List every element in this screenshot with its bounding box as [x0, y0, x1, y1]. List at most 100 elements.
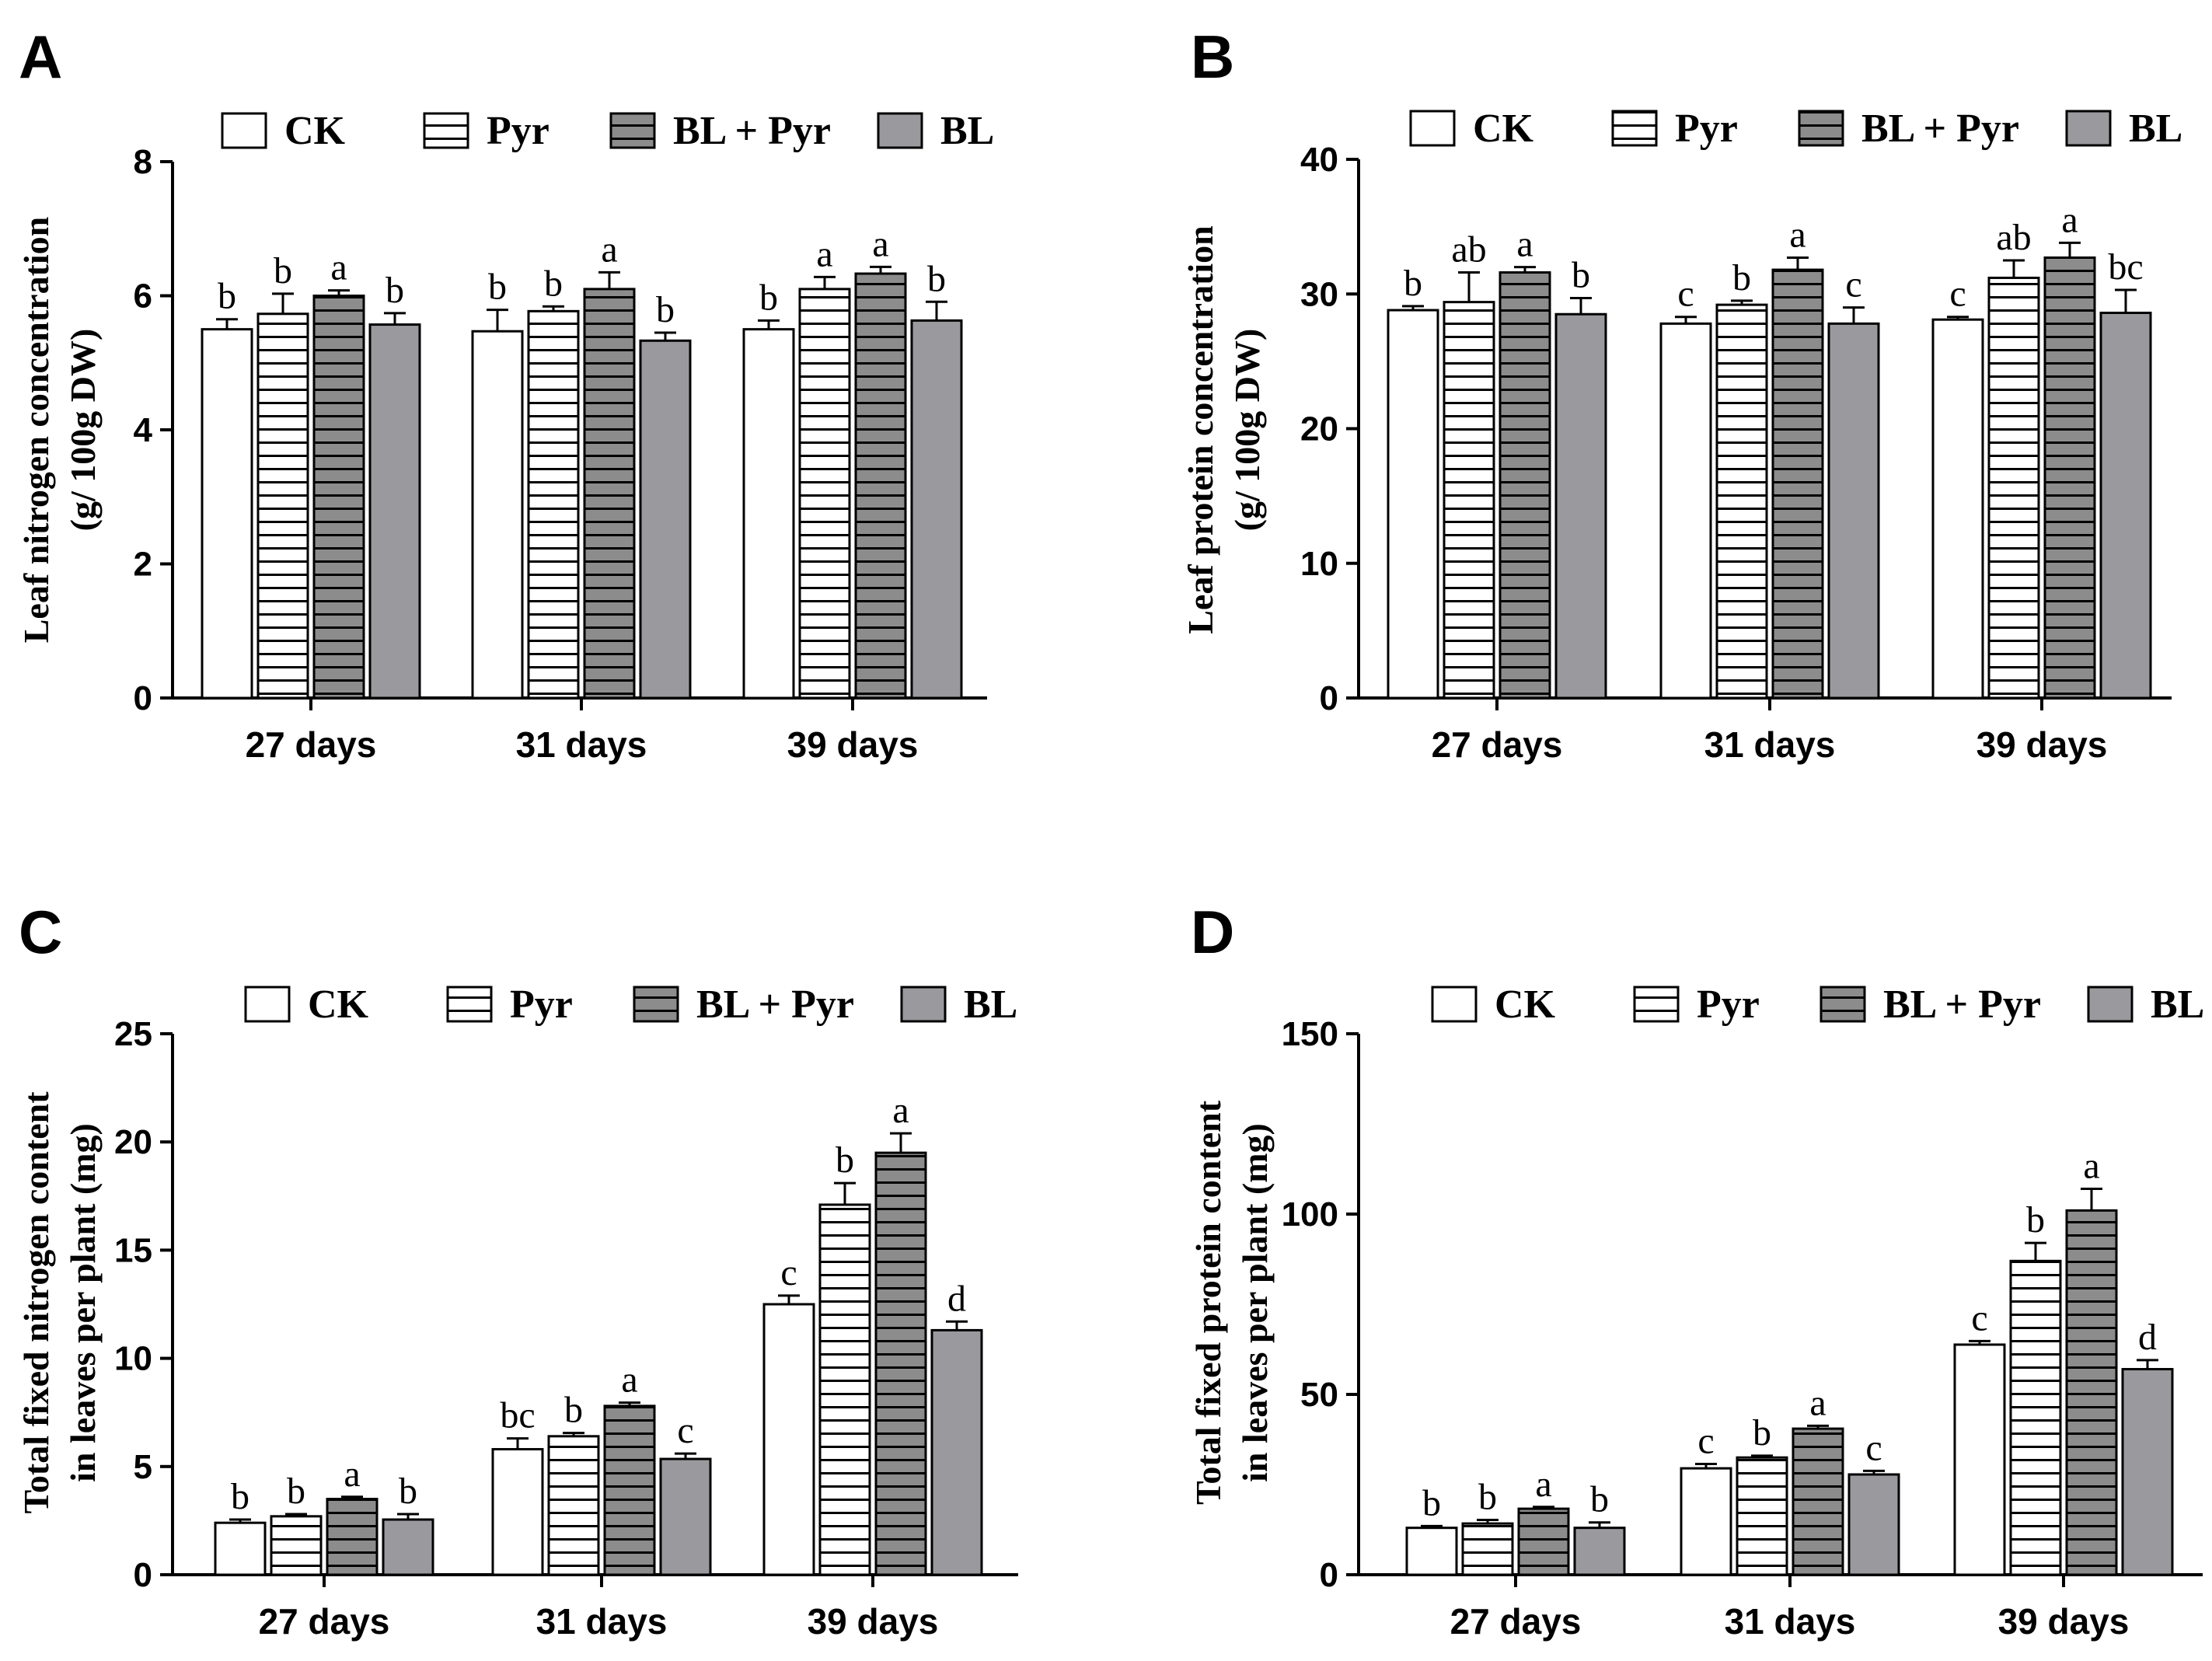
bar-ck [762, 1303, 815, 1576]
y-tick-label: 0 [134, 1556, 152, 1594]
legend-swatch-bl-pyr [1798, 110, 1844, 147]
bar-pyr [547, 1435, 600, 1576]
bar-pyr [818, 1203, 871, 1576]
x-tick-label: 31 days [516, 724, 647, 765]
y-tick-label: 10 [114, 1340, 152, 1378]
y-axis-label-line-1: Total fixed nitrogen content [16, 1091, 56, 1514]
legend-swatch-pyr [446, 986, 493, 1023]
bar-bl [2121, 1368, 2174, 1576]
bar-bl [1827, 322, 1880, 700]
y-tick-label: 20 [114, 1123, 152, 1161]
legend-label-pyr: Pyr [1675, 106, 1738, 151]
bar-bl-pyr [1517, 1507, 1570, 1576]
y-tick-label: 5 [134, 1448, 152, 1486]
bar-ck [491, 1448, 544, 1576]
significance-letter: b [231, 1476, 249, 1517]
bar-bl [368, 323, 421, 700]
significance-letter: a [621, 1359, 637, 1401]
significance-letter: a [601, 229, 617, 270]
significance-letter: b [927, 258, 946, 299]
x-tick-label: 39 days [1998, 1601, 2130, 1642]
bar-bl [1847, 1473, 1900, 1576]
bar-pyr [1715, 303, 1768, 700]
legend-swatch-bl-pyr [609, 112, 656, 149]
y-tick-label: 10 [1300, 545, 1338, 583]
bar-bl-pyr [583, 288, 636, 700]
bar-bl-pyr [874, 1151, 927, 1576]
y-axis-label-line-2: in leaves per plant (mg) [63, 1123, 103, 1482]
significance-letter: c [1677, 274, 1694, 315]
panel-c: C CK Pyr BL + Pyr BL Total fixed nitrogen con… [16, 898, 1018, 1642]
significance-letter: b [274, 250, 292, 291]
y-axis-label-line-2: (g/ 100g DW) [63, 329, 103, 532]
significance-letter: b [1422, 1482, 1441, 1523]
x-tick-label: 31 days [1725, 1601, 1856, 1642]
legend-label-bl: BL [964, 982, 1017, 1027]
significance-letter: bc [2108, 246, 2143, 288]
significance-letter: b [759, 277, 778, 318]
significance-letter: c [1845, 264, 1861, 305]
significance-letter: b [544, 263, 563, 304]
significance-letter: b [1478, 1476, 1497, 1517]
significance-letter: ab [1451, 229, 1486, 270]
significance-letter: d [2138, 1317, 2157, 1358]
significance-letter: c [780, 1252, 797, 1293]
legend-label-bl: BL [2129, 106, 2182, 151]
bar-bl-pyr [2043, 256, 2096, 700]
bar-ck [1953, 1343, 2006, 1576]
bar-ck [201, 328, 253, 700]
x-tick-label: 27 days [1450, 1601, 1582, 1642]
y-tick-label: 100 [1282, 1195, 1338, 1234]
bar-pyr [270, 1515, 323, 1576]
x-tick-label: 27 days [1432, 724, 1563, 765]
bar-pyr [1461, 1522, 1514, 1576]
legend-swatch-pyr [1633, 986, 1680, 1023]
x-tick-label: 39 days [808, 1601, 939, 1642]
bar-bl [930, 1328, 983, 1576]
significance-letter: b [287, 1471, 305, 1512]
significance-letter: b [2026, 1199, 2045, 1241]
significance-letter: b [218, 276, 236, 317]
panel-d: D CK Pyr BL + Pyr BL Total fixed protein cont… [1188, 898, 2204, 1642]
significance-letter: b [1572, 254, 1590, 295]
y-tick-label: 15 [114, 1231, 152, 1269]
legend-swatch-bl-pyr [1819, 986, 1866, 1023]
bar-pyr [2009, 1259, 2062, 1576]
legend-swatch-pyr [1611, 110, 1658, 147]
bar-bl-pyr [2065, 1209, 2118, 1576]
legend-swatch-bl [2087, 986, 2133, 1023]
bar-bl [1573, 1527, 1626, 1576]
significance-letter: c [1697, 1421, 1714, 1462]
y-tick-label: 8 [134, 143, 152, 181]
bar-bl [2099, 312, 2152, 700]
legend-swatch-ck [1409, 110, 1456, 147]
legend-swatch-ck [244, 986, 291, 1023]
legend-label-pyr: Pyr [510, 982, 573, 1027]
legend-swatch-ck [1431, 986, 1478, 1023]
legend-swatch-bl-pyr [633, 986, 679, 1023]
bar-pyr [256, 312, 309, 700]
bar-pyr [1987, 276, 2040, 700]
significance-letter: b [488, 267, 507, 308]
y-axis-label-line-2: (g/ 100g DW) [1227, 329, 1267, 532]
y-tick-label: 150 [1282, 1015, 1338, 1053]
bar-bl-pyr [326, 1498, 379, 1576]
legend-swatch-pyr [423, 112, 469, 149]
bar-ck [214, 1521, 267, 1576]
bar-bl [1554, 312, 1607, 700]
significance-letter: d [947, 1278, 966, 1319]
significance-letter: ab [1996, 217, 2031, 258]
legend-label-ck: CK [1495, 982, 1556, 1027]
panel-label: B [1191, 23, 1234, 91]
legend-label-ck: CK [308, 982, 369, 1027]
bar-ck [1931, 318, 1984, 700]
legend-label-bl-pyr: BL + Pyr [1883, 982, 2041, 1027]
bar-ck [1387, 309, 1439, 700]
significance-letter: c [677, 1410, 693, 1451]
bar-bl [910, 319, 963, 700]
bar-pyr [527, 309, 580, 700]
significance-letter: b [564, 1390, 583, 1431]
x-tick-label: 27 days [259, 1601, 390, 1642]
significance-letter: a [330, 247, 347, 288]
